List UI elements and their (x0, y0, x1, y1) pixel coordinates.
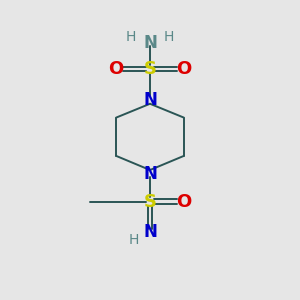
Text: H: H (164, 30, 174, 44)
Text: N: N (143, 224, 157, 242)
Text: N: N (143, 91, 157, 109)
Text: O: O (176, 60, 191, 78)
Text: S: S (143, 193, 157, 211)
Text: S: S (143, 60, 157, 78)
Text: H: H (126, 30, 136, 44)
Text: O: O (109, 60, 124, 78)
Text: O: O (176, 193, 191, 211)
Text: N: N (143, 34, 157, 52)
Text: H: H (129, 233, 139, 247)
Text: N: N (143, 165, 157, 183)
